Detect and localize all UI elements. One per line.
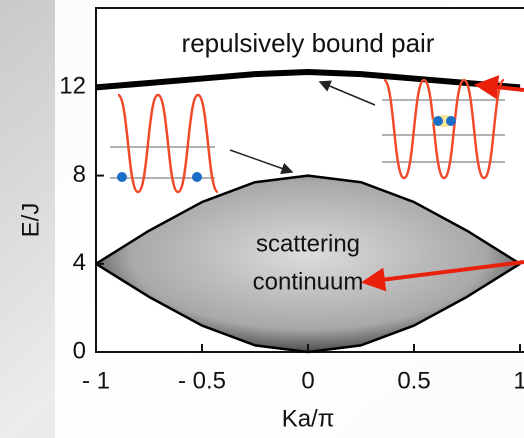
x-tick-label: - 0.5	[178, 367, 226, 394]
y-tick-label: 8	[73, 161, 86, 188]
continuum-area	[96, 175, 520, 352]
inset-left	[110, 93, 220, 194]
y-tick-label: 4	[73, 249, 86, 276]
arrow	[229, 149, 294, 175]
y-axis-label: E/J	[17, 203, 44, 238]
inset-right	[382, 78, 506, 180]
y-tick-label: 12	[59, 73, 86, 100]
annotation: scattering	[256, 230, 360, 257]
annotation: continuum	[253, 268, 364, 295]
chart-title: repulsively bound pair	[182, 28, 435, 58]
y-tick-label: 0	[73, 337, 86, 364]
x-tick-label: - 1	[82, 367, 110, 394]
x-tick-label: 0	[301, 367, 314, 394]
red-arrow	[474, 75, 524, 100]
bound-pair-line	[95, 68, 521, 91]
x-axis-label: Ka/π	[282, 405, 335, 432]
x-tick-label: 1	[513, 367, 524, 394]
arrow	[318, 80, 376, 106]
red-arrow	[361, 260, 524, 292]
continuum-edge	[95, 174, 521, 265]
x-tick-label: 0.5	[397, 367, 430, 394]
